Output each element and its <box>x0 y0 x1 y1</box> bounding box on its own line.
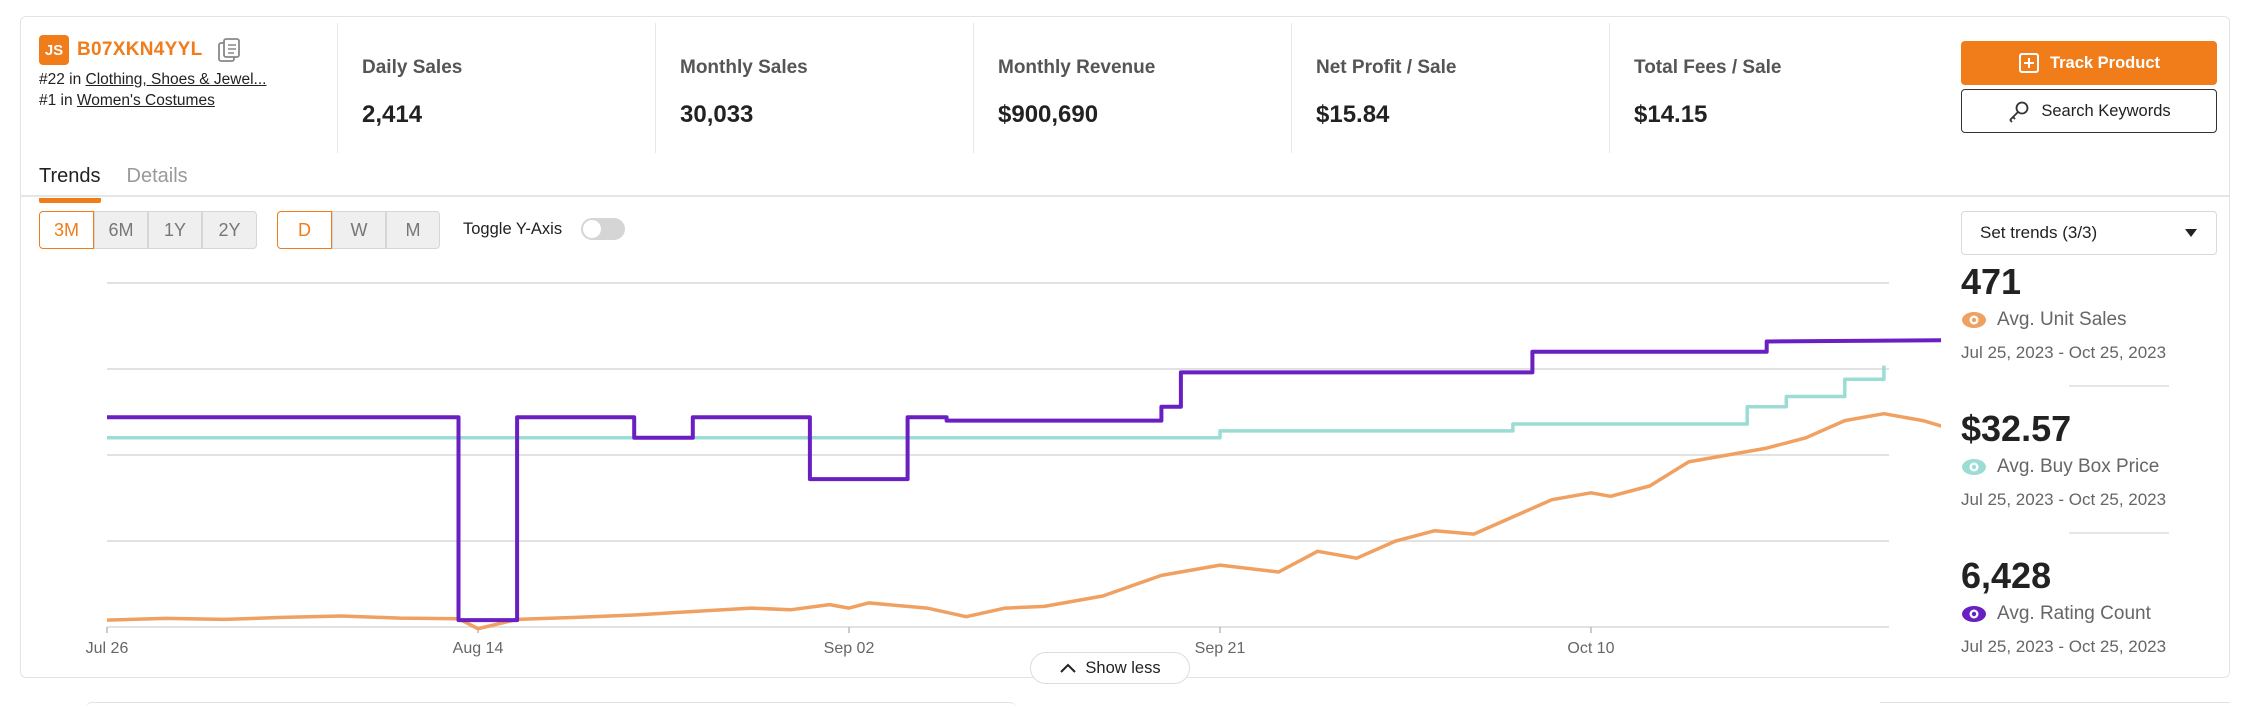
interval-month-button[interactable]: M <box>386 211 440 249</box>
next-panel-edge <box>86 702 1016 710</box>
range-2y-button[interactable]: 2Y <box>202 211 257 249</box>
metric-monthly-sales: Monthly Sales 30,033 <box>655 23 975 153</box>
trends-chart: Jul 26 Aug 14 Sep 02 Sep 21 Oct 10 <box>86 282 1941 657</box>
metric-total-fees: Total Fees / Sale $14.15 <box>1609 23 1929 153</box>
stat-unit-sales: 471 Avg. Unit Sales Jul 25, 2023 - Oct 2… <box>1961 261 2167 362</box>
metric-daily-sales: Daily Sales 2,414 <box>337 23 657 153</box>
x-tick-label: Oct 10 <box>1567 640 1614 657</box>
x-tick-label: Sep 02 <box>824 640 875 657</box>
eye-icon[interactable] <box>1961 457 1987 477</box>
range-selector: 3M 6M 1Y 2Y <box>39 211 257 249</box>
tab-details[interactable]: Details <box>126 165 188 187</box>
plus-square-icon <box>2018 53 2039 73</box>
copy-icon[interactable] <box>215 36 243 64</box>
series-line-2 <box>107 365 1886 440</box>
series-line-3 <box>107 338 1941 623</box>
range-1y-button[interactable]: 1Y <box>148 211 202 249</box>
range-6m-button[interactable]: 6M <box>94 211 148 249</box>
stat-rating-count: 6,428 Avg. Rating Count Jul 25, 2023 - O… <box>1961 555 2167 656</box>
product-card: JS B07XKN4YYL #22 in Clothing, Shoes & J… <box>20 16 2230 678</box>
stat-divider <box>2069 385 2169 387</box>
product-info: JS B07XKN4YYL #22 in Clothing, Shoes & J… <box>39 35 329 110</box>
eye-icon[interactable] <box>1961 604 1987 624</box>
range-3m-button[interactable]: 3M <box>39 211 94 249</box>
interval-selector: D W M <box>277 211 440 249</box>
next-panel-edge <box>1880 702 2230 710</box>
stat-divider <box>2069 532 2169 534</box>
tab-divider <box>21 195 2229 197</box>
search-keywords-button[interactable]: Search Keywords <box>1961 89 2217 133</box>
interval-week-button[interactable]: W <box>332 211 386 249</box>
tab-bar: Trends Details <box>39 165 188 203</box>
stat-buy-box-price: $32.57 Avg. Buy Box Price Jul 25, 2023 -… <box>1961 408 2167 509</box>
product-asin[interactable]: B07XKN4YYL <box>77 39 203 60</box>
x-tick-label: Jul 26 <box>86 640 129 657</box>
metric-net-profit: Net Profit / Sale $15.84 <box>1291 23 1611 153</box>
x-tick-label: Sep 21 <box>1195 640 1246 657</box>
caret-down-icon <box>2185 229 2197 237</box>
toggle-knob <box>583 220 601 238</box>
jungle-scout-logo: JS <box>39 35 69 65</box>
toggle-y-axis-label: Toggle Y-Axis <box>463 220 563 238</box>
toggle-y-axis-switch[interactable] <box>581 218 625 240</box>
x-tick-label: Aug 14 <box>453 640 504 657</box>
series-line-1 <box>106 411 1941 631</box>
eye-icon[interactable] <box>1961 310 1987 330</box>
show-less-button[interactable]: Show less <box>1030 652 1190 684</box>
set-trends-select[interactable]: Set trends (3/3) <box>1961 211 2217 255</box>
tab-trends[interactable]: Trends <box>39 165 101 203</box>
track-product-button[interactable]: Track Product <box>1961 41 2217 85</box>
metric-monthly-revenue: Monthly Revenue $900,690 <box>973 23 1293 153</box>
interval-day-button[interactable]: D <box>277 211 332 249</box>
chevron-up-icon <box>1060 663 1077 673</box>
key-icon <box>2009 101 2029 123</box>
